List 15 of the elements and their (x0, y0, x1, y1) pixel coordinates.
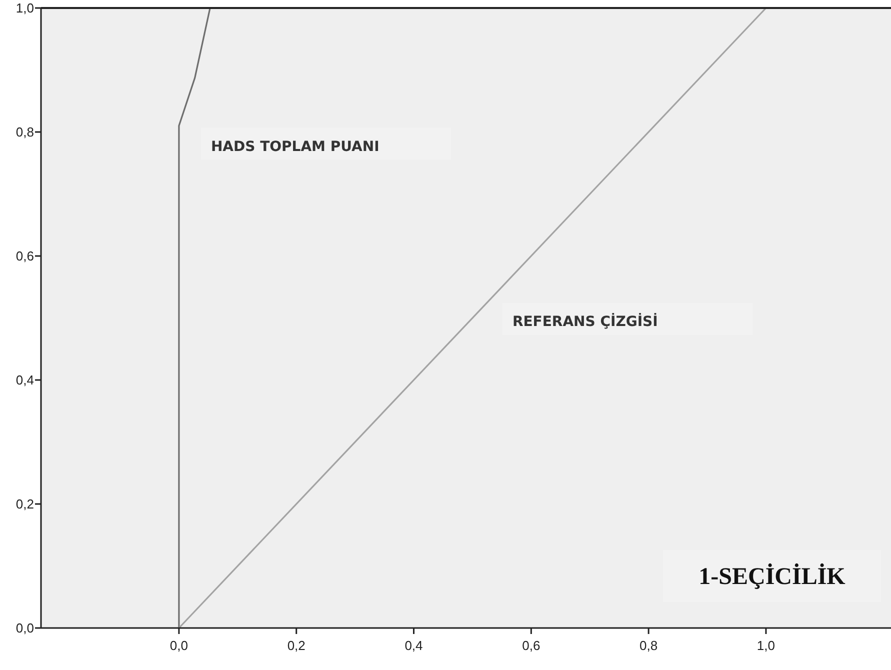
y-tick-label: 0,4 (16, 372, 34, 388)
series-label: REFERANS ÇİZGİSİ (512, 313, 658, 330)
x-tick-label: 0,6 (522, 638, 540, 653)
y-tick-label: 0,0 (16, 620, 34, 636)
text: HADS TOPLAM PUANI (210, 138, 380, 155)
x-axis-title: 1-SEÇİCİLİK (698, 563, 846, 590)
x-tick-label: 1,0 (756, 638, 776, 653)
y-tick-label: 0,8 (16, 124, 34, 140)
x-tick-label: 0,4 (404, 638, 423, 653)
x-tick-label: 0,2 (287, 638, 306, 653)
x-tick-label: 0,8 (640, 638, 658, 653)
x-tick-label: 0,0 (170, 638, 188, 653)
y-tick-label: 0,2 (16, 496, 34, 512)
y-tick-label: 0,6 (16, 248, 34, 264)
y-tick-label: 1,0 (16, 0, 34, 16)
